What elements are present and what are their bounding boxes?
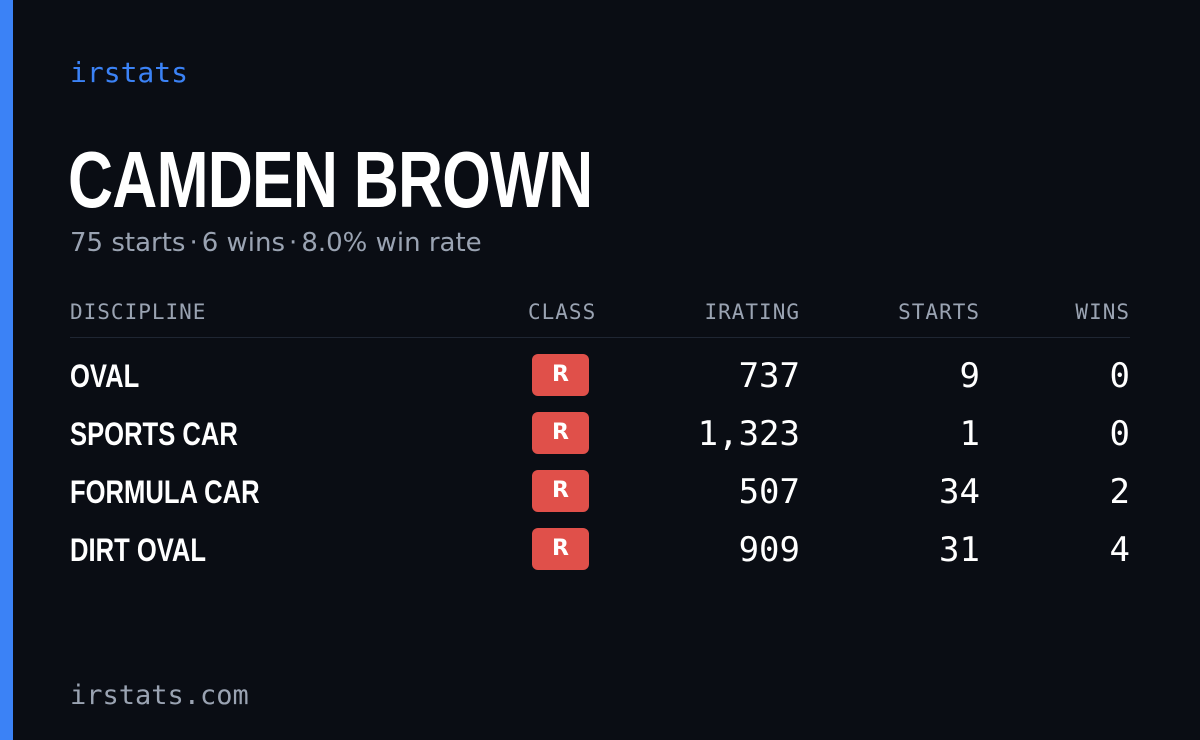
starts-value: 31 [939,530,980,570]
accent-bar [0,0,13,740]
wins-value: 2 [1109,472,1130,512]
summary-wins: 6 wins [201,228,286,258]
irating-value: 737 [738,356,800,396]
irating-value: 1,323 [697,414,800,454]
table-row-sports-car: SPORTS CAR R 1,323 1 0 [70,396,1130,454]
summary-win-rate: 8.0% win rate [301,228,482,258]
wins-value: 0 [1109,356,1130,396]
discipline-label: DIRT OVAL [70,532,207,568]
header-irating: IRATING [704,300,800,324]
discipline-label: OVAL [70,358,140,394]
header-wins: WINS [1075,300,1130,324]
irating-value: 507 [738,472,800,512]
class-badge: R [532,412,589,454]
class-badge: R [532,470,589,512]
summary-separator: · [289,228,298,258]
table-row-oval: OVAL R 737 9 0 [70,338,1130,396]
irating-value: 909 [738,530,800,570]
summary-starts: 75 starts [70,228,186,258]
table-header: DISCIPLINE CLASS IRATING STARTS WINS [70,300,1130,338]
table-row-dirt-oval: DIRT OVAL R 909 31 4 [70,512,1130,570]
starts-value: 9 [959,356,980,396]
discipline-label: FORMULA CAR [70,474,260,510]
driver-summary: 75 starts · 6 wins · 8.0% win rate [70,228,482,258]
header-class: CLASS [528,300,597,324]
stats-table: DISCIPLINE CLASS IRATING STARTS WINS OVA… [70,300,1130,570]
wins-value: 0 [1109,414,1130,454]
class-badge: R [532,528,589,570]
starts-value: 34 [939,472,980,512]
wins-value: 4 [1109,530,1130,570]
summary-separator: · [189,228,198,258]
header-discipline: DISCIPLINE [70,300,207,324]
starts-value: 1 [959,414,980,454]
driver-name: CAMDEN BROWN [68,135,593,224]
discipline-label: SPORTS CAR [70,416,238,452]
brand-logo-text: irstats [70,56,189,89]
header-starts: STARTS [898,300,980,324]
table-row-formula-car: FORMULA CAR R 507 34 2 [70,454,1130,512]
footer-url: irstats.com [70,680,249,711]
class-badge: R [532,354,589,396]
